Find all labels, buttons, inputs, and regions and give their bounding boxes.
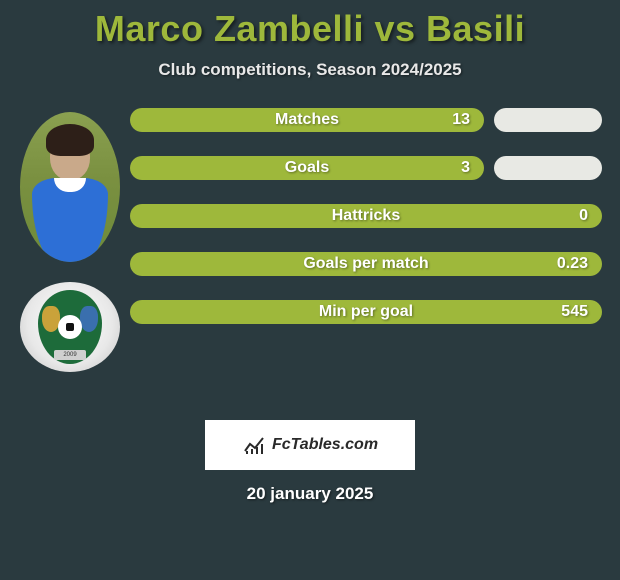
stat-row: Goals per match 0.23	[130, 252, 602, 276]
stat-pill-empty	[494, 156, 602, 180]
page-title: Marco Zambelli vs Basili	[0, 0, 620, 50]
stats-bars: Matches 13 Goals 3 Hattricks 0 Goals per match…	[130, 108, 610, 324]
stat-pill: Min per goal 545	[130, 300, 602, 324]
stat-value-right: 545	[561, 303, 588, 321]
club-crest: 2009	[20, 282, 120, 372]
stat-label: Min per goal	[319, 303, 413, 321]
stat-pill: Goals 3	[130, 156, 484, 180]
snapshot-date: 20 january 2025	[0, 484, 620, 504]
stat-label: Goals per match	[303, 255, 428, 273]
brand-watermark: FcTables.com	[205, 420, 415, 470]
stat-pill-empty	[494, 108, 602, 132]
stat-value-right: 3	[461, 159, 470, 177]
brand-text: FcTables.com	[272, 436, 378, 454]
stat-value-right: 13	[452, 111, 470, 129]
comparison-content: 2009 Matches 13 Goals 3 Hattricks 0 Goals per …	[0, 108, 620, 372]
stat-pill: Hattricks 0	[130, 204, 602, 228]
stat-row: Hattricks 0	[130, 204, 602, 228]
crest-year: 2009	[54, 350, 86, 360]
avatar-column: 2009	[10, 108, 130, 372]
stat-label: Goals	[285, 159, 329, 177]
stat-row: Goals 3	[130, 156, 602, 180]
player-photo	[20, 112, 120, 262]
stat-row: Min per goal 545	[130, 300, 602, 324]
stat-value-right: 0.23	[557, 255, 588, 273]
stat-label: Matches	[275, 111, 339, 129]
stat-value-right: 0	[579, 207, 588, 225]
stat-row: Matches 13	[130, 108, 602, 132]
page-subtitle: Club competitions, Season 2024/2025	[0, 60, 620, 80]
stat-pill: Matches 13	[130, 108, 484, 132]
chart-icon	[242, 433, 266, 457]
stat-pill: Goals per match 0.23	[130, 252, 602, 276]
stat-label: Hattricks	[332, 207, 400, 225]
